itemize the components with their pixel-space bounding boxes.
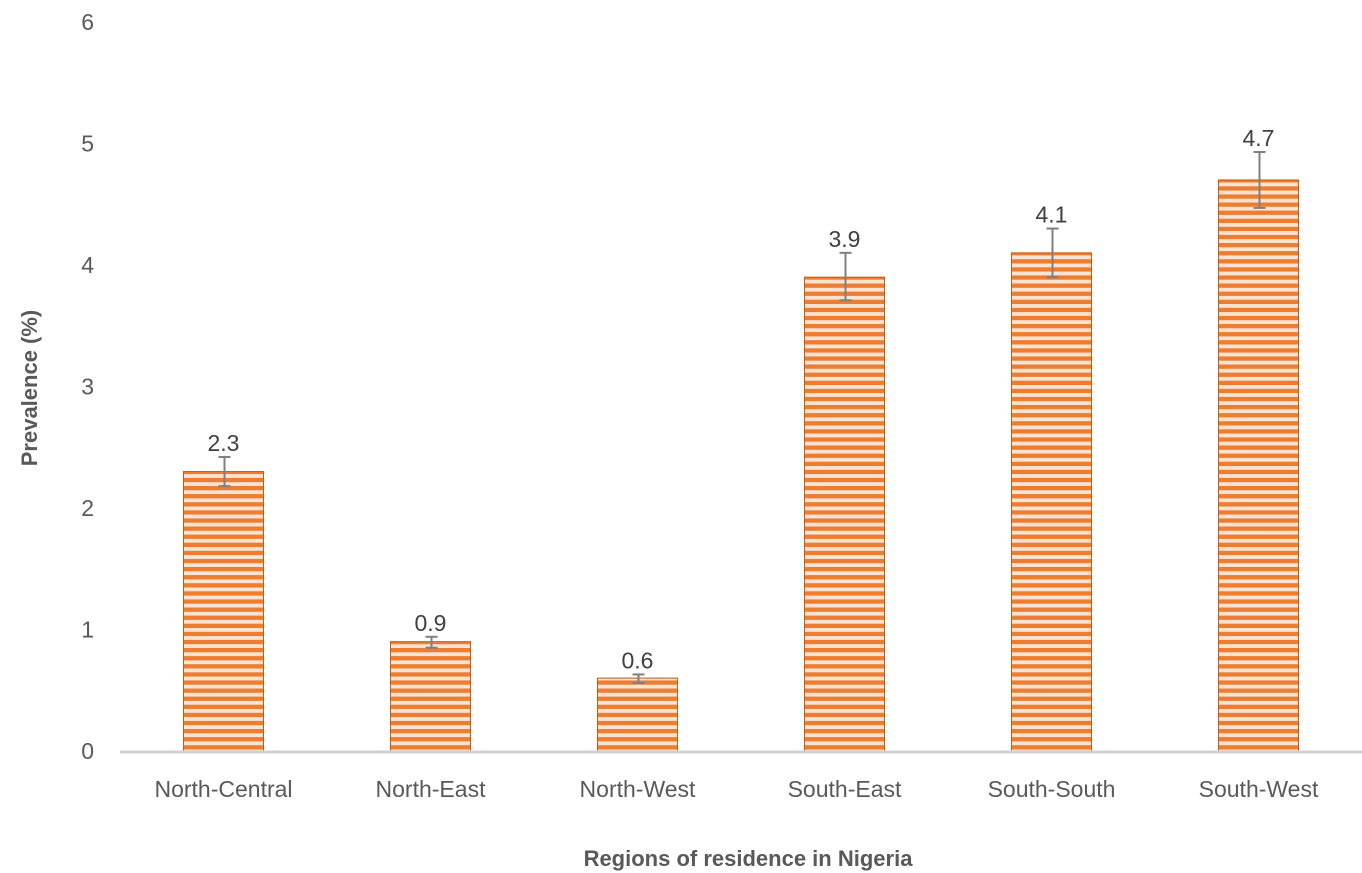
- x-category-label: North-Central: [154, 776, 292, 802]
- error-bars-group: [218, 151, 1266, 684]
- x-axis-title: Regions of residence in Nigeria: [584, 846, 914, 871]
- y-tick-label: 4: [81, 252, 94, 278]
- x-category-label: North-East: [376, 776, 487, 802]
- bar: [597, 677, 678, 752]
- y-axis-title: Prevalence (%): [17, 310, 42, 467]
- data-label: 3.9: [829, 226, 861, 252]
- x-category-label: South-South: [988, 776, 1116, 802]
- x-category-label: North-West: [580, 776, 696, 802]
- data-label: 2.3: [208, 430, 240, 456]
- x-category-label: South-East: [788, 776, 902, 802]
- error-bar: [218, 455, 231, 488]
- y-tick-label: 6: [81, 9, 94, 35]
- y-tick-label: 2: [81, 495, 94, 521]
- bar: [390, 641, 471, 752]
- data-label: 4.7: [1243, 125, 1275, 151]
- bars-group: [183, 179, 1299, 752]
- error-bar: [632, 673, 645, 684]
- error-bar: [839, 251, 852, 302]
- data-labels-group: 2.3 0.9 0.6 3.9 4.1 4.7: [208, 125, 1275, 673]
- error-bar: [1046, 227, 1059, 279]
- y-tick-label: 3: [81, 374, 94, 400]
- y-tick-label: 0: [81, 738, 94, 764]
- x-category-label: South-West: [1199, 776, 1319, 802]
- bar: [183, 471, 264, 752]
- y-tick-label: 5: [81, 131, 94, 157]
- error-bar: [425, 635, 438, 649]
- bar: [1218, 179, 1299, 752]
- bar: [804, 276, 885, 752]
- data-label: 0.6: [622, 647, 654, 673]
- data-label: 4.1: [1036, 202, 1068, 228]
- x-axis-category-labels: North-Central North-East North-West South-E…: [154, 776, 1318, 802]
- error-bar: [1253, 151, 1266, 209]
- y-tick-label: 1: [81, 617, 94, 643]
- y-axis-tick-labels: 0 1 2 3 4 5 6: [81, 9, 94, 764]
- bar: [1011, 252, 1092, 752]
- data-label: 0.9: [415, 610, 447, 636]
